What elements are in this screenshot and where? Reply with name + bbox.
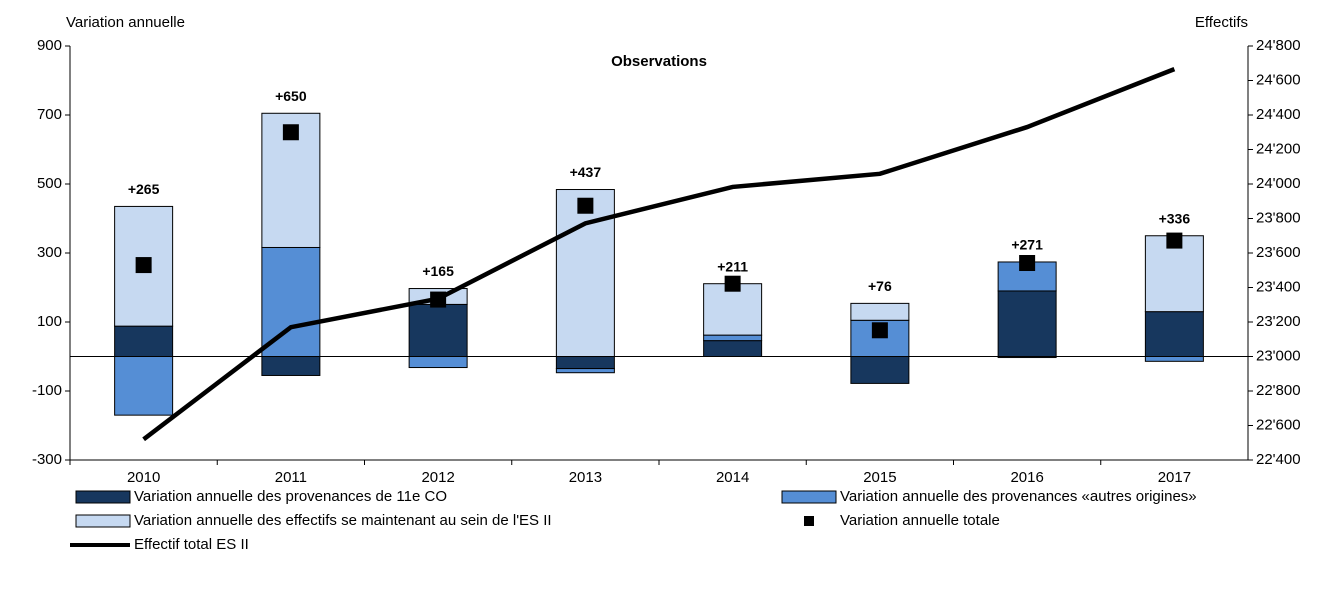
y2-axis-title: Effectifs xyxy=(1195,14,1248,31)
value-label: +165 xyxy=(422,263,454,279)
y2-tick-label: 24'000 xyxy=(1256,175,1301,192)
total-marker xyxy=(577,197,594,214)
y-tick-label: 100 xyxy=(37,313,62,330)
value-label: +336 xyxy=(1159,210,1191,226)
y-axis-title: Variation annuelle xyxy=(66,14,185,31)
total-marker xyxy=(871,322,888,339)
bar xyxy=(408,356,468,369)
y-tick-label: 700 xyxy=(37,106,62,123)
legend-label: Variation annuelle totale xyxy=(840,512,1000,529)
bar xyxy=(850,356,910,384)
legend-swatch xyxy=(75,490,131,504)
y-tick-label: 900 xyxy=(37,37,62,54)
total-marker xyxy=(135,257,152,274)
x-tick-label: 2017 xyxy=(1158,469,1191,486)
legend-label: Effectif total ES II xyxy=(134,536,249,553)
value-label: +271 xyxy=(1011,237,1043,253)
total-marker xyxy=(1166,232,1183,249)
legend-swatch xyxy=(804,516,814,526)
bar xyxy=(555,356,615,370)
y2-tick-label: 24'600 xyxy=(1256,71,1301,88)
bar xyxy=(114,325,174,358)
legend-swatch xyxy=(781,490,837,504)
bar xyxy=(408,303,468,357)
y2-tick-label: 24'400 xyxy=(1256,106,1301,123)
y2-tick-label: 23'800 xyxy=(1256,209,1301,226)
value-label: +437 xyxy=(570,164,602,180)
x-tick-label: 2015 xyxy=(863,469,896,486)
y-tick-label: 500 xyxy=(37,175,62,192)
x-tick-label: 2011 xyxy=(275,469,307,486)
y2-tick-label: 24'200 xyxy=(1256,140,1301,157)
value-label: +650 xyxy=(275,88,307,104)
x-tick-label: 2016 xyxy=(1010,469,1043,486)
bar xyxy=(1144,356,1204,362)
chart-title: Observations xyxy=(611,53,707,70)
y-tick-label: 300 xyxy=(37,244,62,261)
bar xyxy=(703,334,763,342)
value-label: +76 xyxy=(868,278,892,294)
bar xyxy=(850,302,910,321)
total-line xyxy=(142,67,1176,442)
y2-tick-label: 23'600 xyxy=(1256,244,1301,261)
bar xyxy=(850,319,910,357)
x-tick-label: 2013 xyxy=(569,469,602,486)
bar xyxy=(997,290,1057,358)
y2-tick-label: 23'000 xyxy=(1256,347,1301,364)
bar xyxy=(261,356,321,376)
y-tick-label: -100 xyxy=(32,382,62,399)
bar xyxy=(114,356,174,416)
total-marker xyxy=(724,275,741,292)
legend-label: Variation annuelle des provenances de 11… xyxy=(134,488,447,505)
total-marker xyxy=(282,124,299,141)
y2-tick-label: 22'400 xyxy=(1256,451,1301,468)
bar xyxy=(997,356,1057,359)
legend-label: Variation annuelle des effectifs se main… xyxy=(134,512,552,529)
y-tick-label: -300 xyxy=(32,451,62,468)
y2-tick-label: 23'200 xyxy=(1256,313,1301,330)
total-marker xyxy=(1019,255,1036,272)
legend-swatch xyxy=(75,514,131,528)
bar xyxy=(555,189,615,357)
legend-label: Variation annuelle des provenances «autr… xyxy=(840,488,1197,505)
y2-tick-label: 24'800 xyxy=(1256,37,1301,54)
x-tick-label: 2012 xyxy=(421,469,454,486)
bar xyxy=(1144,311,1204,357)
y2-tick-label: 22'600 xyxy=(1256,416,1301,433)
bar xyxy=(261,112,321,248)
y2-tick-label: 23'400 xyxy=(1256,278,1301,295)
bar xyxy=(555,368,615,374)
x-tick-label: 2014 xyxy=(716,469,749,486)
bar xyxy=(261,246,321,357)
value-label: +265 xyxy=(128,181,160,197)
value-label: +211 xyxy=(717,258,748,274)
x-tick-label: 2010 xyxy=(127,469,160,486)
y2-tick-label: 22'800 xyxy=(1256,382,1301,399)
bar xyxy=(703,340,763,358)
